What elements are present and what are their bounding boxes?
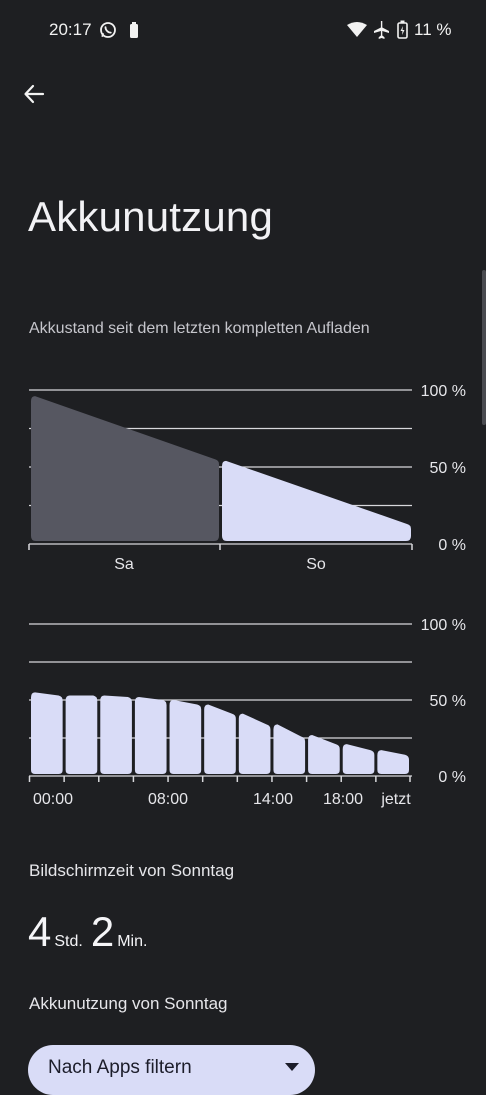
battery-level-chart: 100 % 50 % 0 % Sa So: [0, 380, 486, 580]
usage-bar: [238, 713, 271, 774]
screen-time-minutes: 2: [90, 908, 115, 955]
x-tick-label: So: [306, 556, 326, 573]
usage-bar: [273, 724, 306, 774]
usage-bar: [169, 700, 202, 774]
x-tick-label: jetzt: [380, 791, 411, 808]
battery-percentage: 11 %: [414, 20, 452, 39]
status-time: 20:17: [49, 20, 92, 39]
usage-bar: [31, 692, 63, 774]
battery-charging-icon: [397, 20, 408, 39]
scrollbar[interactable]: [482, 270, 486, 425]
area-segment-sa: [31, 396, 219, 541]
screen-time-minutes-unit: Min.: [117, 933, 148, 950]
y-tick-label: 0 %: [438, 769, 466, 786]
wifi-icon: [347, 22, 367, 37]
y-tick-label: 50 %: [430, 460, 466, 477]
usage-bar: [308, 734, 340, 774]
x-tick-label: 00:00: [33, 791, 73, 808]
page-title: Akkunutzung: [28, 193, 274, 240]
filter-apps-label: Nach Apps filtern: [48, 1057, 192, 1078]
battery-usage-label: Akkunutzung von Sonntag: [29, 994, 228, 1013]
battery-level-chart-svg: 100 % 50 % 0 % Sa So: [28, 383, 466, 573]
x-tick-label: 18:00: [323, 791, 363, 808]
screen-time-value: 4 Std. 2 Min.: [28, 908, 155, 956]
y-tick-label: 0 %: [438, 537, 466, 554]
battery-small-icon: [130, 22, 138, 38]
y-tick-label: 50 %: [430, 693, 466, 710]
x-tick-label: 08:00: [148, 791, 188, 808]
battery-usage-chart: 100 % 50 % 0 % 00:00 08:00 14:00 18:00 jetzt: [0, 614, 486, 814]
area-segment-so: [222, 460, 411, 541]
usage-bar: [65, 695, 98, 774]
airplane-icon: [374, 21, 389, 39]
x-tick-label: Sa: [114, 556, 134, 573]
screen-time-hours: 4: [28, 908, 52, 955]
back-button[interactable]: [18, 78, 50, 110]
screen-time-hours-unit: Std.: [54, 933, 83, 950]
usage-bar: [134, 696, 167, 774]
usage-bar: [377, 750, 409, 774]
whatsapp-icon: [100, 22, 116, 38]
y-tick-label: 100 %: [421, 383, 466, 400]
filter-apps-button[interactable]: Nach Apps filtern: [28, 1045, 315, 1095]
usage-bar: [100, 695, 132, 774]
battery-usage-chart-svg: 100 % 50 % 0 % 00:00 08:00 14:00 18:00 jetzt: [28, 617, 466, 808]
x-tick-label: 14:00: [253, 791, 293, 808]
screen-time-label: Bildschirmzeit von Sonntag: [29, 861, 235, 880]
usage-bar: [342, 744, 375, 774]
status-bar: 20:17 11 %: [0, 0, 486, 60]
battery-level-description: Akkustand seit dem letzten kompletten Au…: [29, 320, 370, 337]
dropdown-arrow-icon: [285, 1063, 299, 1071]
usage-bar: [204, 704, 236, 774]
y-tick-label: 100 %: [421, 617, 466, 634]
arrow-left-icon: [24, 84, 45, 104]
